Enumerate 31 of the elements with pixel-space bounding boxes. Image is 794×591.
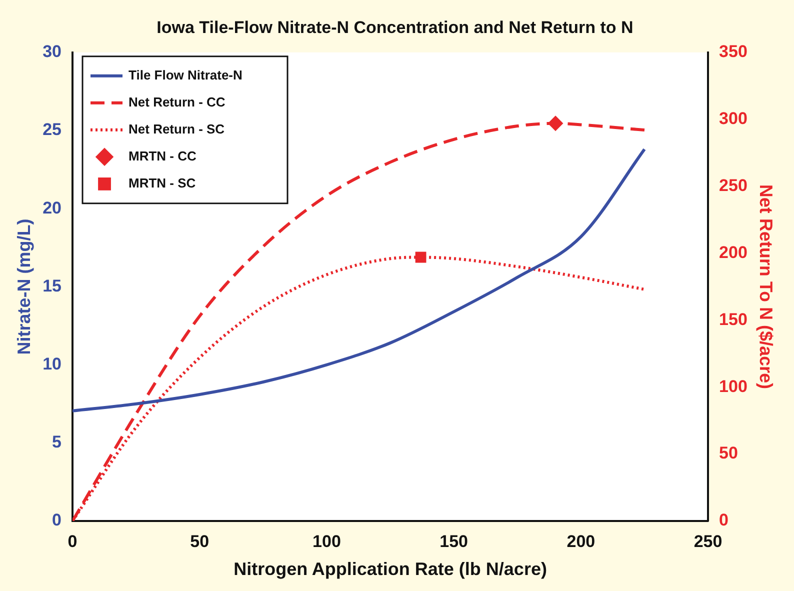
y2-tick-label: 100 [719,376,748,396]
line-series [72,148,646,412]
x-tick-label: 250 [694,532,722,551]
legend-label: Tile Flow Nitrate-N [128,67,242,82]
y-tick-label: 20 [42,198,62,218]
y2-tick-label: 250 [719,176,748,195]
legend-label: Net Return - CC [128,94,226,110]
x-tick-label: 200 [566,532,596,551]
y-tick-label: 10 [42,354,62,374]
y2-tick-label: 50 [719,444,738,463]
y2-tick-label: 150 [719,310,748,329]
y2-tick-label: 350 [719,42,748,62]
x-tick-label: 0 [68,532,78,551]
legend-label: Net Return - SC [128,121,226,136]
y-tick-label: 5 [52,432,62,452]
legend-label: MRTN - SC [128,175,196,190]
x-axis-title: Nitrogen Application Rate (lb N/acre) [234,559,547,580]
y-tick-label: 30 [42,42,62,62]
y2-tick-label: 300 [719,109,748,128]
y-tick-label: 0 [52,510,62,530]
y2-axis-title: Net Return To N ($/acre) [756,184,776,390]
y2-tick-label: 200 [719,242,748,262]
y-tick-label: 25 [42,120,62,140]
x-tick-label: 50 [190,532,210,551]
legend-label: MRTN - CC [128,148,197,164]
x-tick-label: 100 [312,532,341,551]
y-tick-label: 15 [42,276,62,296]
chart-title: Iowa Tile-Flow Nitrate-N Concentration and Net Return to N [156,18,634,37]
y2-tick-label: 0 [719,510,729,530]
y-axis-title: Nitrate-N (mg/L) [14,218,34,355]
x-tick-label: 150 [440,532,468,551]
